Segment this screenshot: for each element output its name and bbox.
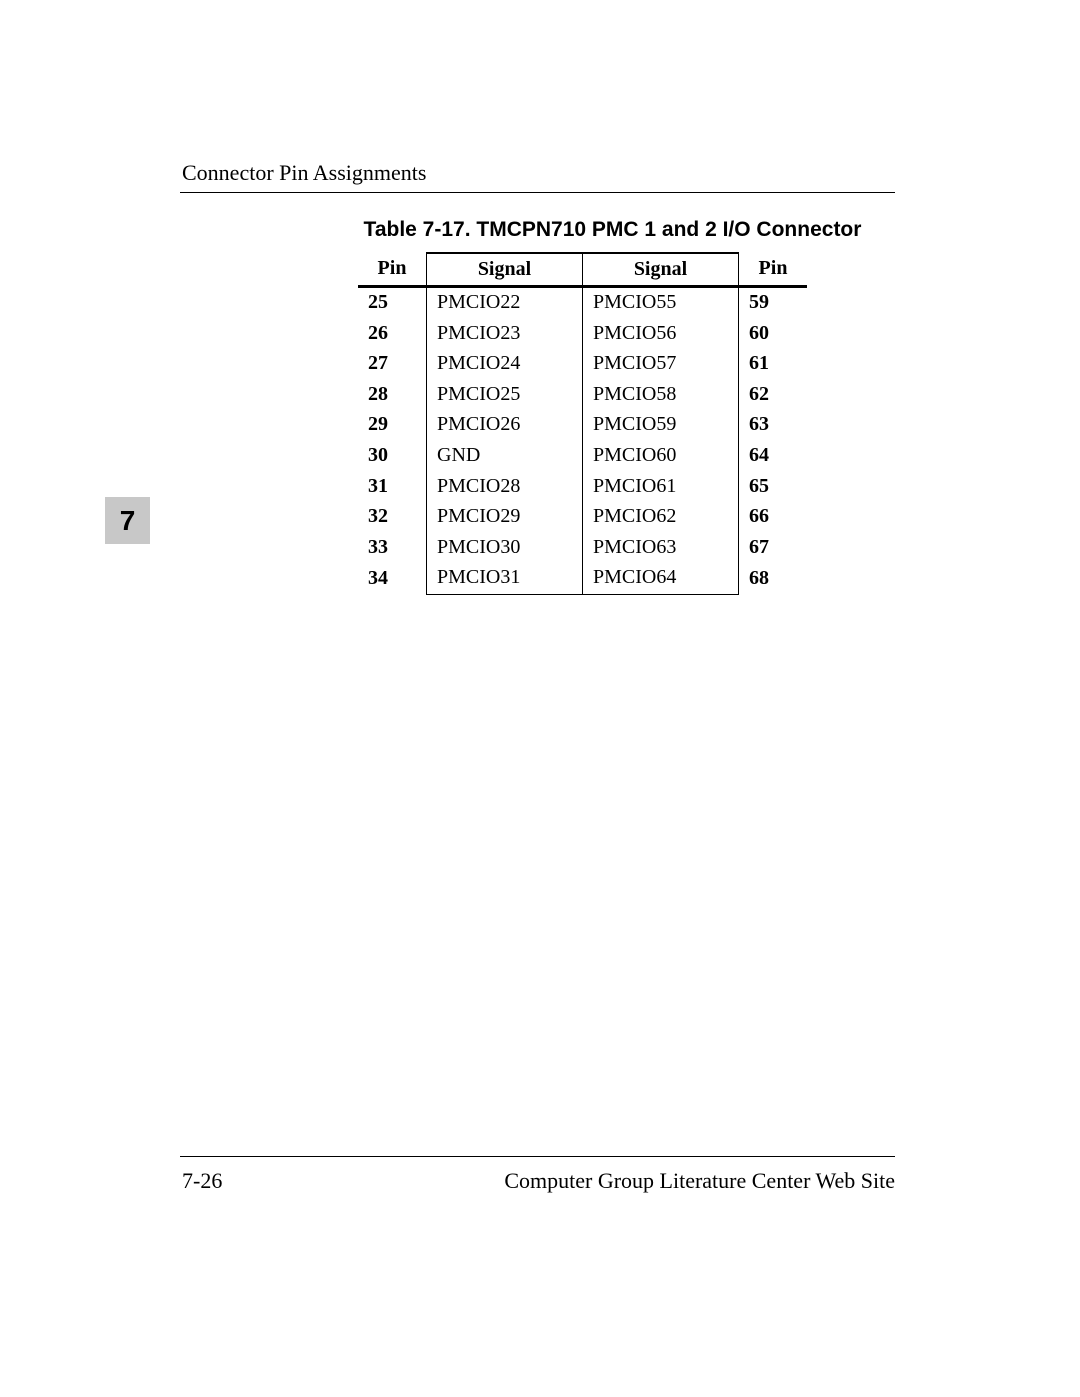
col-header-pin-right: Pin <box>739 253 808 286</box>
table-row: 26 PMCIO23 PMCIO56 60 <box>358 318 807 349</box>
signal-left: PMCIO23 <box>427 318 583 349</box>
pin-right: 67 <box>739 532 808 563</box>
signal-right: PMCIO57 <box>583 349 739 380</box>
pin-left: 26 <box>358 318 427 349</box>
signal-right: PMCIO61 <box>583 471 739 502</box>
signal-left: PMCIO24 <box>427 349 583 380</box>
page: Connector Pin Assignments Table 7-17. TM… <box>0 0 1080 1397</box>
pin-left: 30 <box>358 441 427 472</box>
table-row: 29 PMCIO26 PMCIO59 63 <box>358 410 807 441</box>
header-rule <box>180 192 895 193</box>
signal-right: PMCIO64 <box>583 563 739 594</box>
table-row: 27 PMCIO24 PMCIO57 61 <box>358 349 807 380</box>
signal-right: PMCIO62 <box>583 502 739 533</box>
table-row: 25 PMCIO22 PMCIO55 59 <box>358 286 807 318</box>
signal-left: GND <box>427 441 583 472</box>
signal-left: PMCIO22 <box>427 286 583 318</box>
pin-right: 65 <box>739 471 808 502</box>
table-row: 30 GND PMCIO60 64 <box>358 441 807 472</box>
pin-right: 64 <box>739 441 808 472</box>
pin-left: 25 <box>358 286 427 318</box>
signal-right: PMCIO59 <box>583 410 739 441</box>
col-header-signal-right: Signal <box>583 253 739 286</box>
pin-left: 29 <box>358 410 427 441</box>
pin-right: 61 <box>739 349 808 380</box>
pin-left: 32 <box>358 502 427 533</box>
table-caption: Table 7-17. TMCPN710 PMC 1 and 2 I/O Con… <box>330 218 895 242</box>
page-number: 7-26 <box>182 1168 222 1194</box>
signal-right: PMCIO63 <box>583 532 739 563</box>
pin-left: 28 <box>358 379 427 410</box>
col-header-signal-left: Signal <box>427 253 583 286</box>
signal-left: PMCIO28 <box>427 471 583 502</box>
signal-left: PMCIO25 <box>427 379 583 410</box>
footer-rule <box>180 1156 895 1157</box>
signal-left: PMCIO31 <box>427 563 583 594</box>
signal-left: PMCIO30 <box>427 532 583 563</box>
footer-text: Computer Group Literature Center Web Sit… <box>504 1168 895 1194</box>
signal-right: PMCIO58 <box>583 379 739 410</box>
pin-right: 68 <box>739 563 808 594</box>
pin-right: 62 <box>739 379 808 410</box>
table-row: 33 PMCIO30 PMCIO63 67 <box>358 532 807 563</box>
pin-table-container: Pin Signal Signal Pin 25 PMCIO22 PMCIO55… <box>358 252 807 595</box>
table-row: 31 PMCIO28 PMCIO61 65 <box>358 471 807 502</box>
signal-left: PMCIO29 <box>427 502 583 533</box>
pin-table: Pin Signal Signal Pin 25 PMCIO22 PMCIO55… <box>358 252 807 595</box>
table-header-row: Pin Signal Signal Pin <box>358 253 807 286</box>
pin-right: 59 <box>739 286 808 318</box>
signal-left: PMCIO26 <box>427 410 583 441</box>
signal-right: PMCIO55 <box>583 286 739 318</box>
table-row: 32 PMCIO29 PMCIO62 66 <box>358 502 807 533</box>
chapter-tab: 7 <box>105 497 150 544</box>
pin-left: 34 <box>358 563 427 594</box>
pin-left: 27 <box>358 349 427 380</box>
pin-right: 60 <box>739 318 808 349</box>
running-header: Connector Pin Assignments <box>182 160 426 186</box>
table-row: 28 PMCIO25 PMCIO58 62 <box>358 379 807 410</box>
signal-right: PMCIO56 <box>583 318 739 349</box>
pin-left: 31 <box>358 471 427 502</box>
col-header-pin-left: Pin <box>358 253 427 286</box>
table-row: 34 PMCIO31 PMCIO64 68 <box>358 563 807 594</box>
pin-left: 33 <box>358 532 427 563</box>
signal-right: PMCIO60 <box>583 441 739 472</box>
pin-right: 63 <box>739 410 808 441</box>
pin-table-body: 25 PMCIO22 PMCIO55 59 26 PMCIO23 PMCIO56… <box>358 286 807 594</box>
pin-right: 66 <box>739 502 808 533</box>
